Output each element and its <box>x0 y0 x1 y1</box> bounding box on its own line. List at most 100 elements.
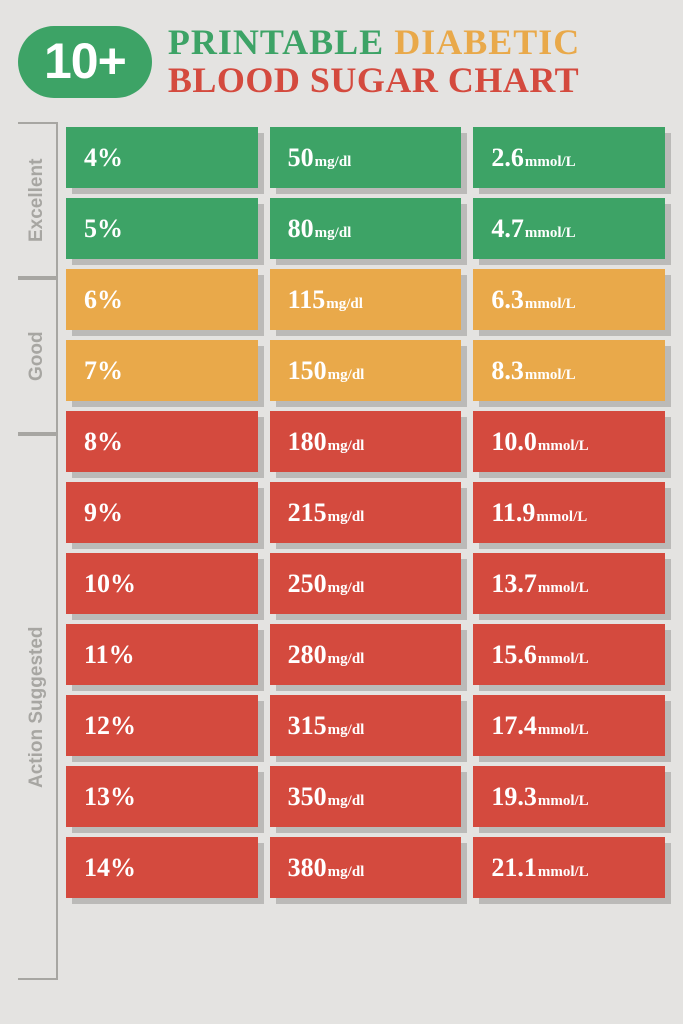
count-badge: 10+ <box>18 26 152 98</box>
hba1c-value: 5% <box>84 214 123 244</box>
table-row: 8% 180mg/dl 10.0mmol/L <box>66 406 665 477</box>
title-word-printable: PRINTABLE <box>168 22 384 62</box>
mgdl-cell: 180mg/dl <box>270 411 462 472</box>
mmol-value: 2.6 <box>491 143 524 173</box>
mgdl-cell: 150mg/dl <box>270 340 462 401</box>
mmol-cell: 8.3mmol/L <box>473 340 665 401</box>
mmol-unit: mmol/L <box>525 154 576 171</box>
hba1c-cell: 5% <box>66 198 258 259</box>
mmol-cell: 11.9mmol/L <box>473 482 665 543</box>
mgdl-unit: mg/dl <box>328 864 365 881</box>
mgdl-cell: 115mg/dl <box>270 269 462 330</box>
mmol-value: 21.1 <box>491 853 537 883</box>
mgdl-value: 380 <box>288 853 327 883</box>
mmol-value: 15.6 <box>491 640 537 670</box>
title-line-1: PRINTABLE DIABETIC <box>168 24 665 62</box>
hba1c-value: 7% <box>84 356 123 386</box>
mmol-value: 19.3 <box>491 782 537 812</box>
mmol-value: 17.4 <box>491 711 537 741</box>
hba1c-cell: 12% <box>66 695 258 756</box>
mmol-cell: 6.3mmol/L <box>473 269 665 330</box>
mmol-value: 13.7 <box>491 569 537 599</box>
table-row: 13%350mg/dl19.3mmol/L <box>66 761 665 832</box>
mmol-unit: mmol/L <box>536 509 587 526</box>
mgdl-unit: mg/dl <box>326 296 363 313</box>
mgdl-value: 150 <box>288 356 327 386</box>
mgdl-value: 350 <box>288 782 327 812</box>
mgdl-cell: 250mg/dl <box>270 553 462 614</box>
category-label: Action Suggested <box>18 434 58 980</box>
mgdl-unit: mg/dl <box>328 509 365 526</box>
mgdl-cell: 315mg/dl <box>270 695 462 756</box>
mmol-cell: 2.6mmol/L <box>473 127 665 188</box>
table-row: 11%280mg/dl15.6mmol/L <box>66 619 665 690</box>
mmol-unit: mmol/L <box>525 225 576 242</box>
mmol-cell: 17.4mmol/L <box>473 695 665 756</box>
mmol-unit: mmol/L <box>538 793 589 810</box>
mmol-unit: mmol/L <box>538 722 589 739</box>
mgdl-value: 80 <box>288 214 314 244</box>
hba1c-value: 13% <box>84 782 136 812</box>
hba1c-value: 4% <box>84 143 123 173</box>
mgdl-unit: mg/dl <box>328 651 365 668</box>
hba1c-cell: 7% <box>66 340 258 401</box>
title-line-2: BLOOD SUGAR CHART <box>168 62 665 100</box>
mgdl-cell: 80mg/dl <box>270 198 462 259</box>
table-row: 6%115mg/dl6.3mmol/L <box>66 264 665 335</box>
mmol-value: 8.3 <box>491 356 524 386</box>
table-row: 5% 80mg/dl 4.7mmol/L <box>66 193 665 264</box>
mgdl-cell: 50mg/dl <box>270 127 462 188</box>
hba1c-cell: 14% <box>66 837 258 898</box>
mmol-cell: 21.1mmol/L <box>473 837 665 898</box>
mgdl-unit: mg/dl <box>328 793 365 810</box>
mgdl-value: 115 <box>288 285 326 315</box>
hba1c-cell: 9% <box>66 482 258 543</box>
mgdl-cell: 215mg/dl <box>270 482 462 543</box>
mmol-cell: 13.7mmol/L <box>473 553 665 614</box>
mmol-cell: 15.6mmol/L <box>473 624 665 685</box>
mgdl-value: 315 <box>288 711 327 741</box>
hba1c-value: 6% <box>84 285 123 315</box>
mmol-unit: mmol/L <box>538 864 589 881</box>
hba1c-cell: 10% <box>66 553 258 614</box>
hba1c-value: 11% <box>84 640 135 670</box>
hba1c-value: 8% <box>84 427 123 457</box>
hba1c-value: 10% <box>84 569 136 599</box>
mmol-unit: mmol/L <box>538 580 589 597</box>
mmol-value: 10.0 <box>491 427 537 457</box>
title-word-diabetic: DIABETIC <box>394 22 580 62</box>
mmol-value: 4.7 <box>491 214 524 244</box>
mgdl-unit: mg/dl <box>315 154 352 171</box>
mgdl-value: 215 <box>288 498 327 528</box>
mmol-value: 6.3 <box>491 285 524 315</box>
mgdl-cell: 350mg/dl <box>270 766 462 827</box>
table-row: 10%250mg/dl13.7mmol/L <box>66 548 665 619</box>
category-label: Good <box>18 278 58 434</box>
category-label: Excellent <box>18 122 58 278</box>
category-column: ExcellentGoodAction Suggested <box>18 122 58 980</box>
table-row: 4%50mg/dl2.6mmol/L <box>66 122 665 193</box>
hba1c-cell: 6% <box>66 269 258 330</box>
mgdl-unit: mg/dl <box>328 722 365 739</box>
table-row: 7% 150mg/dl8.3mmol/L <box>66 335 665 406</box>
mgdl-unit: mg/dl <box>315 225 352 242</box>
table-row: 9%215mg/dl11.9mmol/L <box>66 477 665 548</box>
table-row: 14%380mg/dl21.1mmol/L <box>66 832 665 903</box>
mgdl-cell: 280mg/dl <box>270 624 462 685</box>
hba1c-cell: 13% <box>66 766 258 827</box>
mgdl-value: 280 <box>288 640 327 670</box>
mmol-unit: mmol/L <box>525 296 576 313</box>
mgdl-value: 180 <box>288 427 327 457</box>
header: 10+ PRINTABLE DIABETIC BLOOD SUGAR CHART <box>18 24 665 100</box>
mgdl-cell: 380mg/dl <box>270 837 462 898</box>
mmol-unit: mmol/L <box>538 438 589 455</box>
hba1c-cell: 4% <box>66 127 258 188</box>
data-column: 4%50mg/dl2.6mmol/L5%80mg/dl4.7mmol/L6%11… <box>66 122 665 980</box>
table-row: 12%315mg/dl17.4mmol/L <box>66 690 665 761</box>
hba1c-value: 12% <box>84 711 136 741</box>
mmol-unit: mmol/L <box>538 651 589 668</box>
blood-sugar-chart: ExcellentGoodAction Suggested 4%50mg/dl2… <box>18 122 665 980</box>
mgdl-unit: mg/dl <box>328 580 365 597</box>
hba1c-cell: 11% <box>66 624 258 685</box>
mmol-cell: 19.3mmol/L <box>473 766 665 827</box>
